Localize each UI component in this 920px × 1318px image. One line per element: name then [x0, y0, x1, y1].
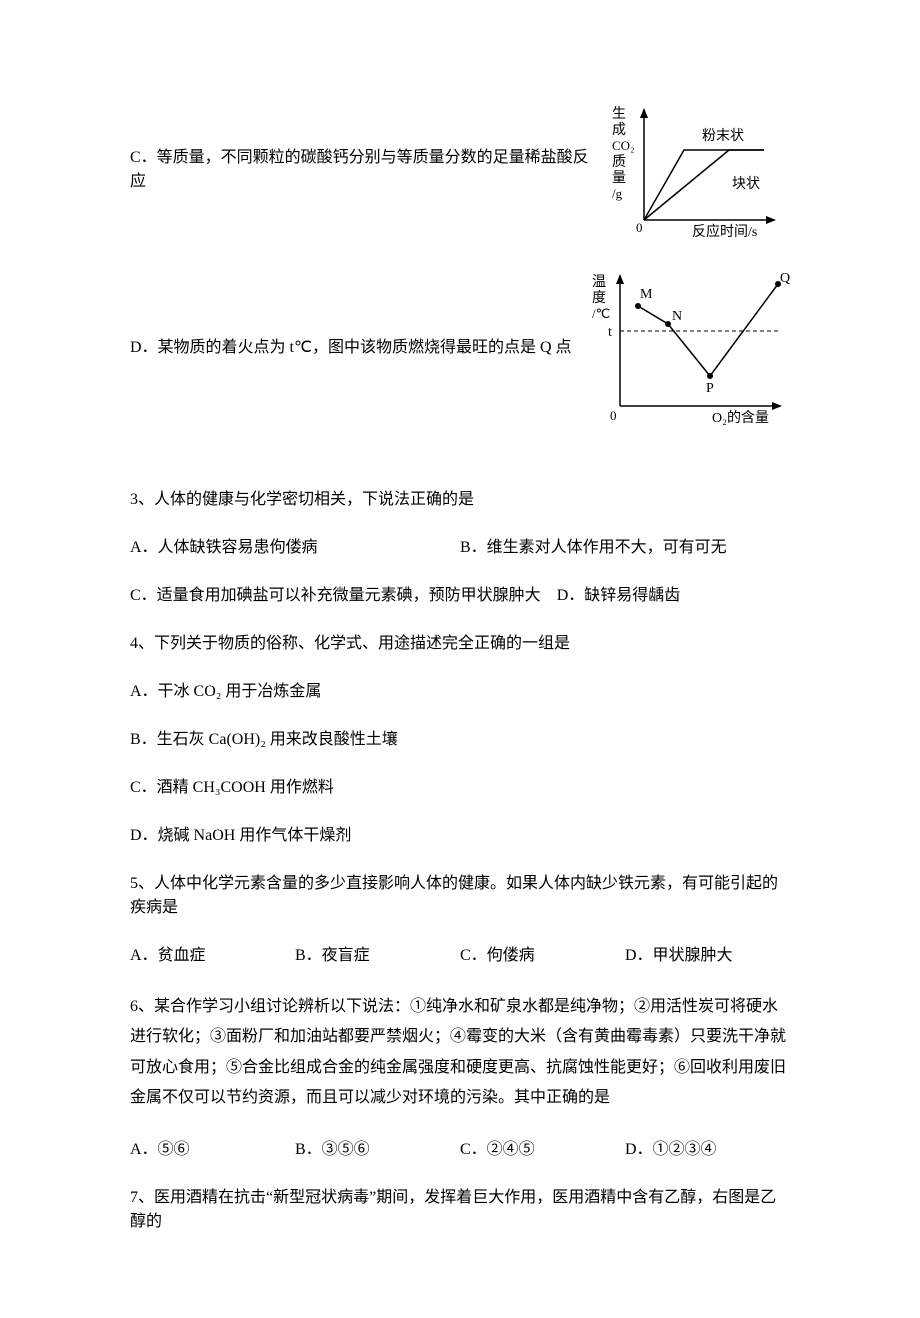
q6-opt-b: B．③⑤⑥ [295, 1138, 450, 1162]
series1-label: 粉末状 [702, 128, 744, 144]
q4-opt-a: A．干冰 CO₂ 用于冶炼金属 [130, 680, 790, 704]
q5-opt-c: C．佝偻病 [460, 944, 615, 968]
q3-stem: 3、人体的健康与化学密切相关，下说法正确的是 [130, 488, 790, 512]
q3-opt-b: B．维生素对人体作用不大，可有可无 [460, 536, 790, 560]
q4-opt-d: D．烧碱 NaOH 用作气体干燥剂 [130, 824, 790, 848]
ylabel-5: /g [612, 186, 623, 201]
q5-stem: 5、人体中化学元素含量的多少直接影响人体的健康。如果人体内缺少铁元素，有可能引起… [130, 872, 790, 920]
ylabel-d-2: /℃ [592, 306, 610, 321]
q4-opt-c: C．酒精 CH₃COOH 用作燃料 [130, 776, 790, 800]
point-n-label: N [672, 309, 682, 324]
q5-opt-b: B．夜盲症 [295, 944, 450, 968]
page: C．等质量，不同颗粒的碳酸钙分别与等质量分数的足量稀盐酸反应 粉末状 块状 0 … [0, 0, 920, 1318]
point-q-label: Q [780, 271, 790, 286]
x-axis-label-d: O₂的含量 [712, 410, 769, 426]
origin-label: 0 [636, 220, 643, 235]
q6-opts: A．⑤⑥ B．③⑤⑥ C．②④⑤ D．①②③④ [130, 1138, 790, 1162]
ylabel-3: 质 [612, 154, 626, 170]
ylabel-d-1: 度 [592, 290, 606, 306]
ylabel-0: 生 [612, 106, 626, 122]
q3-opt-c: C．适量食用加碘盐可以补充微量元素碘，预防甲状腺肿大 [130, 587, 541, 604]
origin-label-d: 0 [610, 408, 617, 423]
t-label: t [608, 325, 612, 340]
ylabel-1: 成 [612, 122, 626, 138]
ylabel-4: 量 [612, 170, 626, 186]
point-p-label: P [706, 381, 714, 396]
option-c-row: C．等质量，不同颗粒的碳酸钙分别与等质量分数的足量稀盐酸反应 粉末状 块状 0 … [130, 100, 790, 240]
option-c-text: C．等质量，不同颗粒的碳酸钙分别与等质量分数的足量稀盐酸反应 [130, 146, 610, 194]
ylabel-2: CO₂ [612, 138, 635, 153]
q5-opt-a: A．贫血症 [130, 944, 285, 968]
q3-opt-a: A．人体缺铁容易患佝偻病 [130, 536, 460, 560]
ylabel-d-0: 温 [592, 274, 606, 290]
q6-opt-d: D．①②③④ [625, 1138, 780, 1162]
chart-co2-vs-time: 粉末状 块状 0 反应时间/s 生 成 CO₂ 质 量 /g [610, 100, 790, 240]
q4-stem: 4、下列关于物质的俗称、化学式、用途描述完全正确的一组是 [130, 632, 790, 656]
q6-opt-c: C．②④⑤ [460, 1138, 615, 1162]
q6-stem: 6、某合作学习小组讨论辨析以下说法：①纯净水和矿泉水都是纯净物；②用活性炭可将硬… [130, 992, 790, 1114]
q5-opts: A．贫血症 B．夜盲症 C．佝偻病 D．甲状腺肿大 [130, 944, 790, 968]
q5-opt-d: D．甲状腺肿大 [625, 944, 780, 968]
x-axis-label: 反应时间/s [692, 223, 757, 240]
q3-opt-d: D．缺锌易得龋齿 [557, 587, 681, 604]
option-d-row: D．某物质的着火点为 t℃，图中该物质燃烧得最旺的点是 Q 点 M N P [130, 268, 790, 428]
q4-opt-b: B．生石灰 Ca(OH)₂ 用来改良酸性土壤 [130, 728, 790, 752]
series2-label: 块状 [732, 176, 760, 192]
chart-temp-vs-o2: M N P Q t 0 O₂的含量 温 度 /℃ [590, 268, 790, 428]
option-d-text: D．某物质的着火点为 t℃，图中该物质燃烧得最旺的点是 Q 点 [130, 336, 590, 360]
q3-opts-row1: A．人体缺铁容易患佝偻病 B．维生素对人体作用不大，可有可无 [130, 536, 790, 560]
q6-opt-a: A．⑤⑥ [130, 1138, 285, 1162]
q7-stem: 7、医用酒精在抗击“新型冠状病毒”期间，发挥着巨大作用，医用酒精中含有乙醇，右图… [130, 1186, 790, 1234]
q3-opts-row2: C．适量食用加碘盐可以补充微量元素碘，预防甲状腺肿大 D．缺锌易得龋齿 [130, 584, 790, 608]
point-m-label: M [640, 287, 653, 302]
